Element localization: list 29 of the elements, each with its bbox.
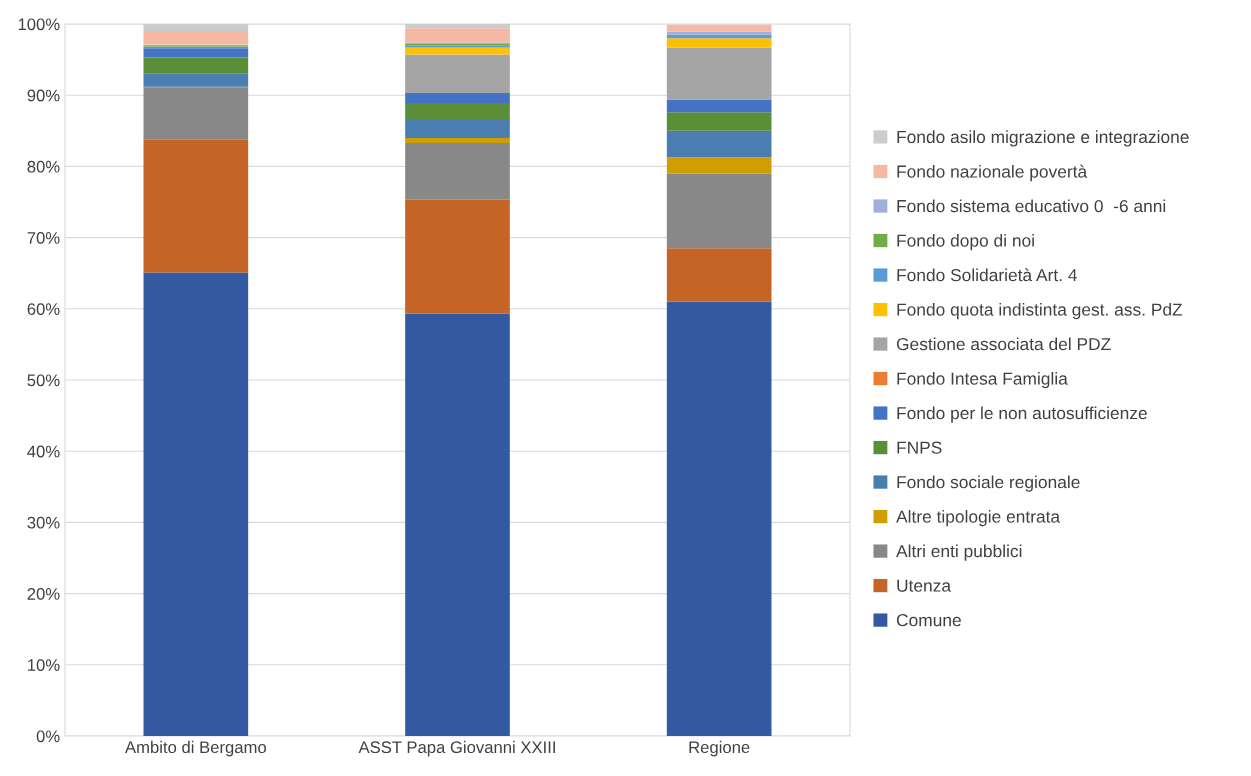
y-tick-label: 20% [27,588,60,600]
legend-label: Fondo dopo di noi [897,233,1034,251]
legend-label: Fondo sistema educativo 0 -6 anni [897,199,1166,213]
y-tick-label: 100% [18,18,60,31]
x-tick-label: ASST Papa Giovanni XXIII [358,740,555,757]
legend-label: Fondo nazionale povertà [897,164,1088,182]
legend-label: Fondo sociale regionale [897,475,1080,492]
legend-label: Fondo quota indistinta gest. ass. PdZ [897,303,1183,320]
y-tick-label: 80% [27,160,60,173]
legend-label: Utenza [897,579,952,592]
y-tick-label: 60% [27,303,60,315]
legend-label: Fondo asilo migrazione e integrazione [897,130,1189,147]
legend-label: Gestione associata del PDZ [896,337,1111,351]
x-tick-label: Regione [689,740,750,757]
x-tick-label: Ambito di Bergamo [125,740,266,757]
y-tick-label: 0% [36,730,60,743]
y-tick-label: 30% [27,516,60,529]
y-tick-label: 40% [27,445,60,458]
y-tick-label: 10% [28,659,60,671]
legend-label: Altri enti pubblici [896,544,1022,561]
legend-label: Altre tipologie entrata [896,510,1061,527]
legend-label: FNPS [897,441,942,454]
legend-label: Comune [896,614,961,627]
y-tick-label: 90% [27,89,60,102]
legend-label: Fondo Intesa Famiglia [897,372,1068,389]
legend-label: Fondo per le non autosufficienze [897,406,1147,423]
legend-label: Fondo Solidarietà Art. 4 [897,268,1077,282]
y-tick-label: 70% [27,232,60,244]
y-tick-label: 50% [27,374,60,387]
